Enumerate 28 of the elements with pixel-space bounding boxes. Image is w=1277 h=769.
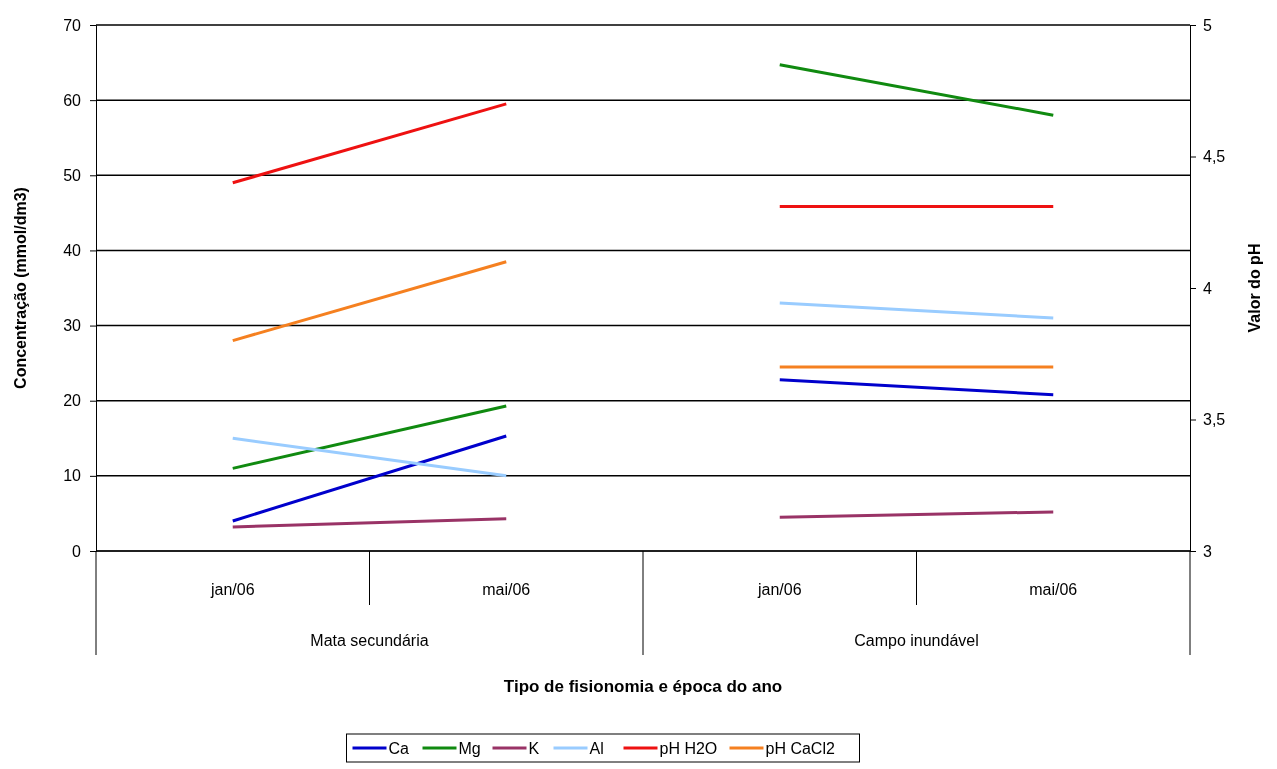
y2-tick-label: 3: [1203, 542, 1212, 560]
x-tick-label: jan/06: [209, 581, 255, 598]
y2-axis-title: Valor do pH: [1246, 243, 1263, 333]
legend-label: pH CaCl2: [765, 740, 835, 757]
legend-label: pH H2O: [659, 740, 718, 757]
y-tick-label: 60: [63, 91, 82, 109]
x-axis-title: Tipo de fisionomia e época do ano: [503, 677, 783, 696]
x-tick-label: mai/06: [482, 581, 531, 598]
x-tick-label: mai/06: [1029, 581, 1078, 598]
legend-label: Ca: [388, 740, 410, 757]
y-tick-label: 30: [63, 317, 82, 335]
text: Campo inundável: [854, 632, 979, 649]
y2-tick-label: 4,5: [1203, 148, 1226, 166]
y2-tick-label: 4: [1203, 279, 1212, 297]
y-tick-label: 20: [63, 392, 82, 410]
y-tick-label: 10: [63, 467, 82, 485]
y-tick-label: 40: [63, 242, 82, 260]
text: Mata secundária: [310, 632, 429, 649]
y2-tick-label: 3,5: [1203, 411, 1226, 429]
y2-tick-label: 5: [1203, 16, 1212, 34]
y-tick-label: 50: [63, 166, 82, 184]
y-tick-label: 70: [63, 16, 82, 34]
y-axis-title: Concentração (mmol/dm3): [12, 187, 29, 389]
legend-label: Al: [589, 740, 604, 757]
legend-label: K: [528, 740, 540, 757]
y-tick-label: 0: [72, 542, 82, 560]
x-tick-label: jan/06: [756, 581, 802, 598]
legend-label: Mg: [458, 740, 481, 757]
